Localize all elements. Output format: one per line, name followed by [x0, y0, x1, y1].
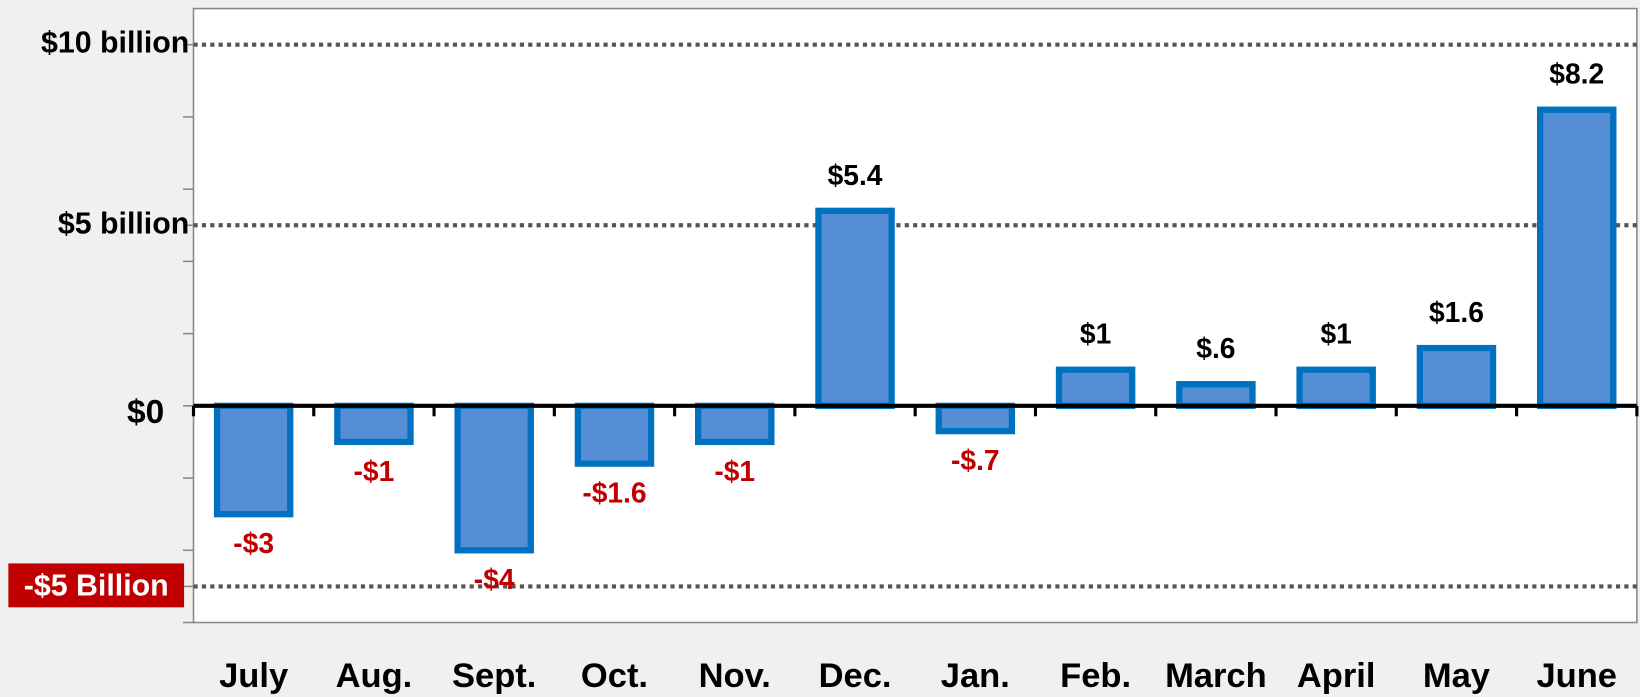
y-tick-label: -$5 Billion — [24, 569, 169, 602]
x-tick-label: Feb. — [1060, 657, 1131, 695]
value-label: $.6 — [1196, 332, 1235, 364]
x-tick-label: Nov. — [699, 657, 771, 695]
value-label: $1.6 — [1429, 296, 1484, 328]
y-tick-label-box — [8, 563, 185, 608]
value-label: -$1 — [354, 455, 395, 487]
bar — [213, 402, 294, 518]
value-label: -$.7 — [951, 444, 1000, 476]
value-label: -$1 — [714, 455, 755, 487]
x-tick-label: June — [1536, 657, 1617, 695]
plot-area — [192, 7, 1638, 624]
x-tick-label: May — [1423, 657, 1490, 695]
value-label: $8.2 — [1549, 58, 1604, 90]
bar — [695, 402, 775, 446]
value-label: $1 — [1320, 318, 1351, 350]
y-tick-label: $0 — [127, 394, 164, 431]
bar — [1416, 344, 1497, 409]
y-tick-label: $5 billion — [58, 207, 189, 240]
bar — [1176, 381, 1256, 409]
value-label: -$1.6 — [582, 476, 646, 508]
x-tick-label: March — [1165, 657, 1267, 695]
value-label: $5.4 — [828, 159, 883, 191]
x-tick-label: July — [219, 657, 288, 695]
value-label: $1 — [1080, 318, 1111, 350]
value-label: -$4 — [474, 563, 515, 595]
bar — [1296, 366, 1376, 409]
bar — [334, 402, 414, 446]
bar — [574, 402, 655, 467]
bar — [815, 207, 895, 409]
x-tick-label: Oct. — [581, 657, 648, 695]
bar — [454, 402, 534, 554]
x-tick-label: Jan. — [941, 657, 1010, 695]
bar — [1536, 106, 1617, 409]
x-tick-label: Aug. — [336, 657, 413, 695]
value-label: -$3 — [233, 527, 274, 559]
x-tick-label: April — [1297, 657, 1376, 695]
bar — [1055, 366, 1136, 409]
y-tick-label: $10 billion — [41, 27, 189, 60]
bar — [935, 402, 1016, 435]
x-tick-label: Sept. — [452, 657, 536, 695]
x-tick-label: Dec. — [819, 657, 892, 695]
